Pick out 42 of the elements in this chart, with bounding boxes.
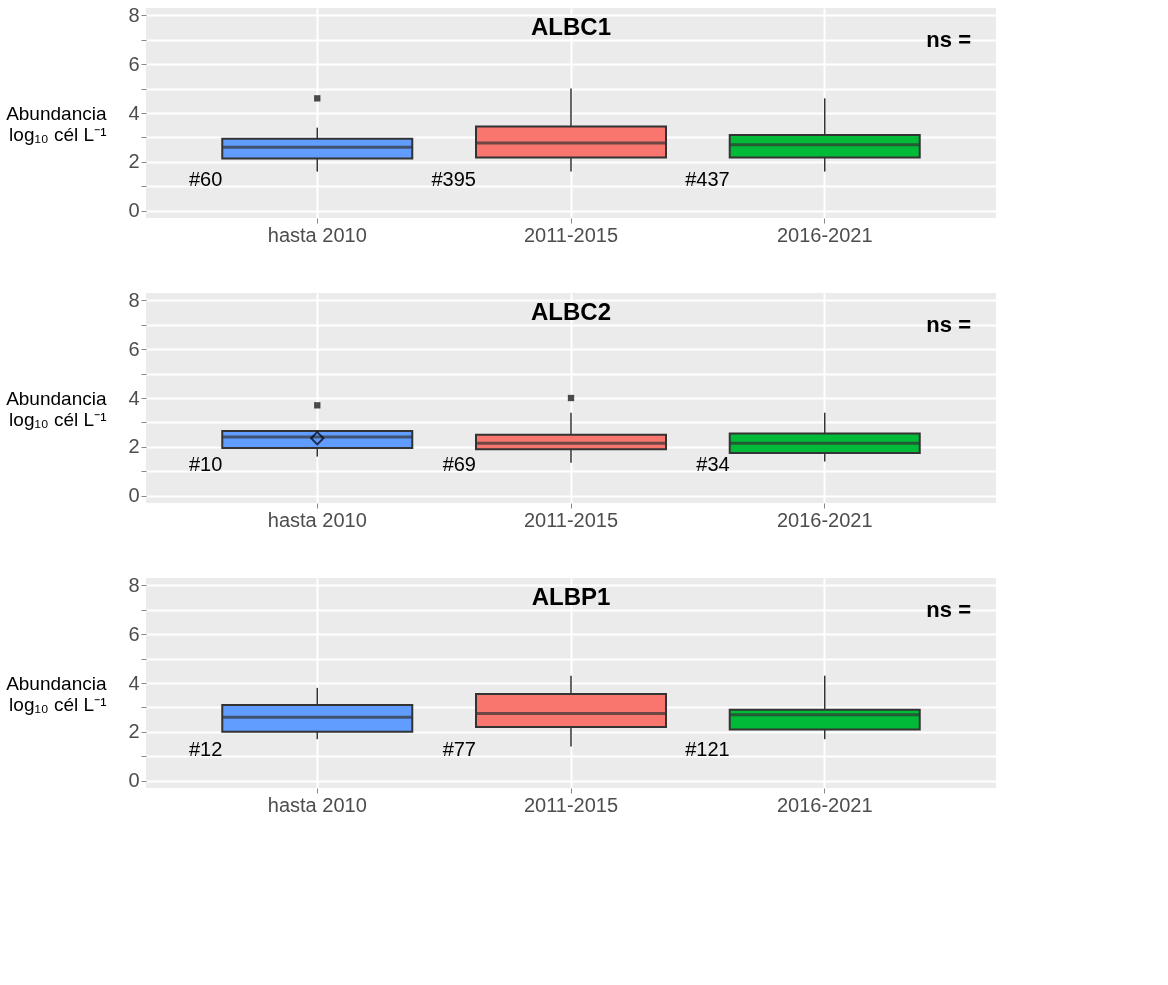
annotation: #12 bbox=[188, 738, 223, 761]
annotation: #395 bbox=[431, 168, 476, 191]
y-tick-label: 6 bbox=[128, 52, 140, 75]
annotation: ns = bbox=[926, 27, 971, 52]
annotation: #77 bbox=[442, 738, 476, 761]
chart-title: ALBC2 bbox=[530, 298, 612, 325]
y-tick-label: 0 bbox=[128, 199, 140, 222]
y-tick-label: 6 bbox=[128, 337, 140, 360]
y-tick-label: 0 bbox=[128, 484, 140, 507]
y-tick-label: 8 bbox=[128, 3, 140, 26]
y-tick-label: 6 bbox=[128, 622, 140, 645]
y-tick-label: 4 bbox=[128, 101, 140, 124]
y-tick-label: 4 bbox=[128, 386, 140, 409]
x-tick-label: 2016-2021 bbox=[776, 793, 873, 816]
y-axis-title: Abundancia log₁₀ cél L⁻¹ bbox=[6, 387, 107, 430]
x-tick-label: 2016-2021 bbox=[776, 508, 873, 531]
annotation: ns = bbox=[926, 312, 971, 337]
annotation: #10 bbox=[188, 453, 223, 476]
x-tick-label: hasta 2010 bbox=[267, 793, 367, 816]
annotation: #60 bbox=[188, 168, 223, 191]
annotation: #121 bbox=[685, 738, 730, 761]
y-tick-label: 2 bbox=[128, 720, 140, 743]
chart-title: ALBC1 bbox=[530, 13, 612, 40]
y-tick-label: 2 bbox=[128, 150, 140, 173]
y-tick-label: 2 bbox=[128, 435, 140, 458]
x-tick-label: 2016-2021 bbox=[776, 223, 873, 246]
x-tick-label: 2011-2015 bbox=[523, 793, 619, 816]
x-tick-label: 2011-2015 bbox=[523, 508, 619, 531]
y-tick-label: 4 bbox=[128, 671, 140, 694]
y-tick-label: 0 bbox=[128, 769, 140, 792]
x-tick-label: hasta 2010 bbox=[267, 508, 367, 531]
y-axis-title: Abundancia log₁₀ cél L⁻¹ bbox=[6, 672, 107, 715]
annotation: ns = bbox=[926, 597, 971, 622]
annotation: #34 bbox=[696, 453, 730, 476]
y-tick-label: 8 bbox=[128, 288, 140, 311]
annotation: #69 bbox=[442, 453, 476, 476]
x-tick-label: hasta 2010 bbox=[267, 223, 367, 246]
chart-title: ALBP1 bbox=[531, 583, 611, 610]
x-tick-label: 2011-2015 bbox=[523, 223, 619, 246]
y-tick-label: 8 bbox=[128, 573, 140, 596]
annotation: #437 bbox=[685, 168, 730, 191]
y-axis-title: Abundancia log₁₀ cél L⁻¹ bbox=[6, 102, 107, 145]
